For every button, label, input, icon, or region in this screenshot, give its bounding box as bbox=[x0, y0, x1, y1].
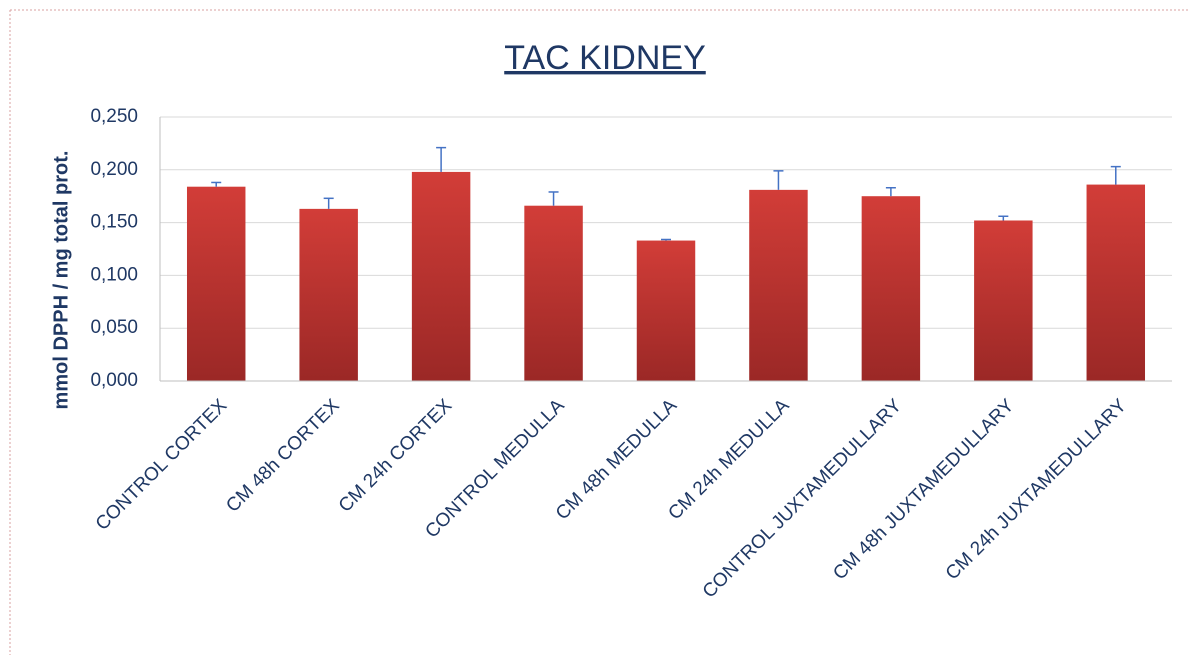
y-axis-label: mmol DPPH / mg total prot. bbox=[50, 151, 72, 410]
y-tick-label: 0,250 bbox=[90, 106, 138, 127]
bar bbox=[524, 205, 583, 381]
y-tick-label: 0,050 bbox=[90, 317, 138, 338]
bar bbox=[186, 186, 246, 381]
x-tick-label: CM 24h JUXTAMEDULLARY bbox=[942, 395, 1131, 584]
bar bbox=[974, 220, 1033, 381]
chart-title: TAC KIDNEY bbox=[504, 39, 706, 77]
x-tick-label: CONTROL JUXTAMEDULLARY bbox=[699, 395, 906, 602]
error-bar bbox=[773, 170, 784, 190]
bar bbox=[1086, 184, 1146, 381]
x-tick-label: CM 24h MEDULLA bbox=[664, 395, 793, 524]
bar bbox=[636, 240, 696, 381]
error-bar bbox=[1110, 165, 1121, 185]
x-tick-label: CONTROL CORTEX bbox=[92, 395, 232, 535]
error-bar bbox=[661, 238, 671, 241]
bar bbox=[299, 208, 358, 381]
bar bbox=[861, 196, 921, 381]
error-bar bbox=[211, 181, 222, 187]
x-tick-label: CM 48h JUXTAMEDULLARY bbox=[829, 395, 1018, 584]
error-bar bbox=[436, 146, 447, 172]
error-bar bbox=[885, 187, 896, 197]
y-tick-label: 0,150 bbox=[90, 212, 138, 233]
bar bbox=[411, 171, 471, 381]
bar bbox=[749, 189, 808, 381]
x-tick-label: CM 24h CORTEX bbox=[335, 395, 457, 517]
y-tick-label: 0,100 bbox=[90, 264, 138, 285]
x-tick-label: CM 48h MEDULLA bbox=[552, 395, 681, 524]
y-tick-label: 0,000 bbox=[90, 370, 138, 391]
x-tick-label: CM 48h CORTEX bbox=[222, 395, 344, 517]
y-tick-label: 0,200 bbox=[90, 159, 138, 180]
error-bar bbox=[998, 215, 1009, 221]
error-bar bbox=[548, 191, 559, 206]
error-bar bbox=[323, 197, 334, 209]
